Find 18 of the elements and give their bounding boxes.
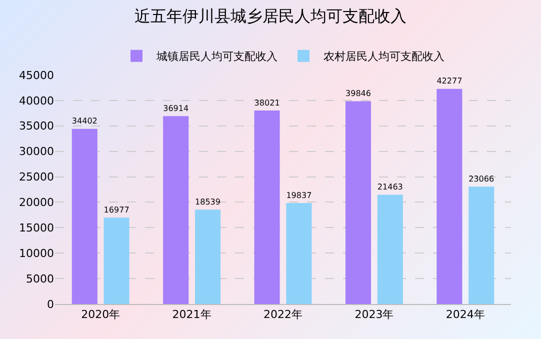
y-tick-label: 5000	[26, 272, 54, 286]
y-tick-label: 35000	[19, 120, 54, 133]
x-tick-label: 2023年	[354, 308, 394, 322]
y-tick-label: 0	[47, 298, 54, 311]
y-tick-label: 10000	[19, 246, 54, 260]
x-tick-label: 2024年	[446, 308, 485, 322]
y-tick-label: 20000	[19, 196, 54, 210]
y-tick-label: 25000	[19, 170, 54, 184]
legend-label: 农村居民人均可支配收入	[324, 50, 444, 64]
y-tick-label: 30000	[19, 145, 54, 158]
x-tick-label: 2022年	[264, 308, 302, 322]
chart-title: 近五年伊川县城乡居民人均可支配收入	[134, 6, 406, 26]
y-tick-label: 15000	[19, 222, 54, 235]
legend-label: 城镇居民人均可支配收入	[156, 50, 278, 64]
y-tick-label: 40000	[19, 94, 54, 108]
x-tick-label: 2020年	[81, 308, 120, 322]
y-tick-label: 45000	[19, 68, 54, 82]
x-tick-label: 2021年	[172, 308, 212, 322]
